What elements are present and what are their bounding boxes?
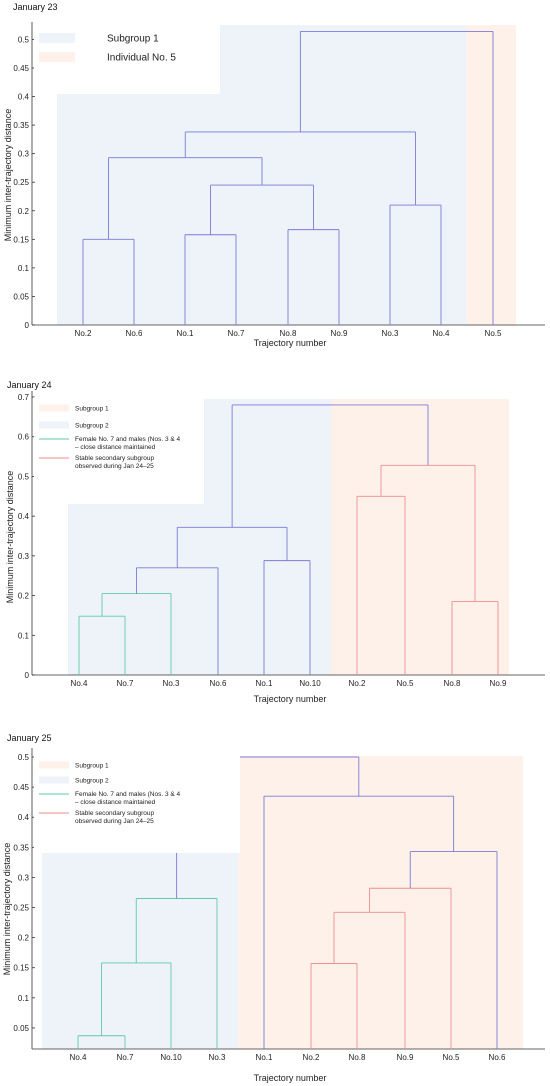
x-tick-label: No.2	[303, 1053, 320, 1062]
legend-label: Female No. 7 and males (Nos. 3 & 4	[75, 791, 181, 798]
y-tick-label: 0.45	[13, 783, 29, 792]
legend-swatch	[39, 52, 75, 62]
y-tick-label: 0	[25, 671, 30, 680]
y-tick-label: 0.4	[18, 813, 30, 822]
y-tick-label: 0.2	[18, 934, 30, 943]
y-tick-label: 0.5	[18, 35, 30, 44]
y-tick-label: 0.1	[18, 631, 30, 640]
y-tick-label: 0.3	[18, 150, 30, 159]
y-tick-label: 0.7	[18, 393, 30, 402]
x-tick-label: No.10	[160, 1053, 182, 1062]
x-tick-label: No.9	[490, 679, 507, 688]
x-tick-label: No.1	[256, 1053, 273, 1062]
x-tick-label: No.9	[331, 329, 348, 338]
chart-title: January 23	[13, 2, 58, 12]
y-tick-label: 0.05	[13, 1024, 29, 1033]
x-tick-label: No.3	[163, 679, 180, 688]
legend-label: Individual No. 5	[107, 53, 176, 64]
legend-label: Subgroup 2	[75, 422, 109, 429]
x-tick-label: No.6	[126, 329, 143, 338]
legend-label: observed during Jan 24–25	[75, 818, 154, 825]
x-tick-label: No.5	[397, 679, 414, 688]
y-tick-label: 0.5	[18, 753, 30, 762]
legend-label: Subgroup 2	[75, 777, 109, 784]
legend-label: observed during Jan 24–25	[75, 463, 154, 470]
x-tick-label: No.10	[299, 679, 321, 688]
y-tick-label: 0.4	[18, 512, 30, 521]
y-tick-label: 0.6	[18, 433, 30, 442]
x-tick-label: No.8	[444, 679, 461, 688]
x-tick-label: No.4	[71, 679, 88, 688]
x-tick-label: No.3	[209, 1053, 226, 1062]
legend-label: Stable secondary subgroup	[75, 810, 155, 817]
y-tick-label: 0	[25, 321, 30, 330]
legend-label: Female No. 7 and males (Nos. 3 & 4	[75, 436, 181, 443]
y-tick-label: 0.15	[13, 235, 29, 244]
x-tick-label: No.1	[256, 679, 273, 688]
x-tick-label: No.5	[443, 1053, 460, 1062]
legend-label: Stable secondary subgroup	[75, 455, 155, 462]
legend-label: Subgroup 1	[75, 405, 109, 412]
y-tick-label: 0.1	[18, 994, 30, 1003]
x-tick-label: No.2	[349, 679, 366, 688]
legend-box	[34, 397, 204, 504]
legend-label: Subgroup 1	[107, 34, 159, 45]
y-tick-label: 0.1	[18, 264, 30, 273]
x-tick-label: No.4	[433, 329, 450, 338]
legend-label: – close distance maintained	[75, 444, 156, 451]
x-tick-label: No.1	[177, 329, 194, 338]
x-tick-label: No.8	[349, 1053, 366, 1062]
chart-title: January 24	[7, 380, 52, 390]
y-tick-label: 0.25	[13, 904, 29, 913]
y-tick-label: 0.4	[18, 93, 30, 102]
group-band	[466, 25, 516, 325]
legend-swatch	[39, 33, 75, 43]
dendrogram-panel: 0 0.1 0.2 0.3 0.4 0.5 0.6 0.7 No.4 No.7 No.3 No.6 No…	[5, 380, 545, 704]
x-tick-label: No.7	[117, 679, 134, 688]
dendrogram-panel: 0 0.05 0.1 0.15 0.2 0.25 0.3 0.35 0.4 0.45 0.5 No.2…	[3, 2, 545, 348]
y-tick-label: 0.05	[13, 292, 29, 301]
x-tick-label: No.7	[228, 329, 245, 338]
legend-box	[34, 756, 240, 853]
y-axis-label: Minimum inter-trajectory distance	[3, 109, 13, 242]
y-tick-label: 0.2	[18, 207, 30, 216]
legend-swatch	[39, 761, 69, 769]
legend-swatch	[39, 421, 69, 429]
y-tick-label: 0.25	[13, 178, 29, 187]
y-tick-label: 0.35	[13, 843, 29, 852]
y-tick-label: 0.15	[13, 964, 29, 973]
x-tick-label: No.3	[382, 329, 399, 338]
legend-swatch	[39, 404, 69, 412]
legend-label: Subgroup 1	[75, 762, 109, 769]
x-tick-label: No.5	[485, 329, 502, 338]
y-tick-label: 0.45	[13, 64, 29, 73]
legend-swatch	[39, 776, 69, 784]
chart-title: January 25	[7, 733, 52, 743]
x-tick-label: No.4	[70, 1053, 87, 1062]
x-tick-label: No.6	[210, 679, 227, 688]
group-band	[238, 756, 523, 1049]
y-axis-label: Minimum inter-trajectory distance	[5, 471, 15, 604]
x-axis-label: Trajectory number	[254, 694, 327, 704]
legend-label: – close distance maintained	[75, 799, 156, 806]
dendrogram-panel: 0.05 0.1 0.15 0.2 0.25 0.3 0.35 0.4 0.45 0.5 No.4 N…	[2, 733, 545, 1083]
y-axis-label: Minimum inter-trajectory distance	[2, 843, 12, 976]
y-tick-label: 0.35	[13, 121, 29, 130]
x-tick-label: No.9	[397, 1053, 414, 1062]
x-tick-label: No.7	[117, 1053, 134, 1062]
y-tick-label: 0.3	[18, 873, 30, 882]
x-tick-label: No.6	[489, 1053, 506, 1062]
y-tick-label: 0.2	[18, 592, 30, 601]
y-tick-label: 0.5	[18, 472, 30, 481]
x-tick-label: No.8	[280, 329, 297, 338]
x-axis-label: Trajectory number	[254, 338, 327, 348]
y-tick-label: 0.3	[18, 552, 30, 561]
x-axis-label: Trajectory number	[254, 1073, 327, 1083]
x-tick-label: No.2	[75, 329, 92, 338]
group-band	[331, 399, 509, 675]
